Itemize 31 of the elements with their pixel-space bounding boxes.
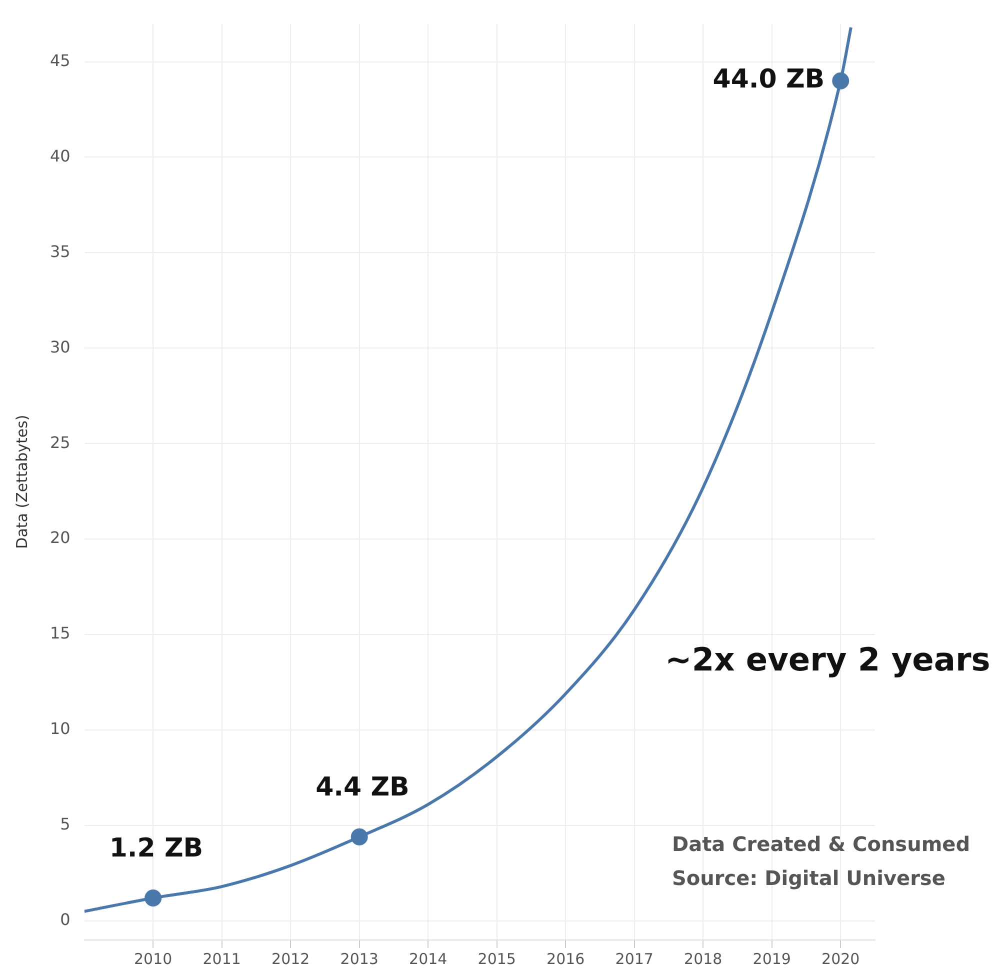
y-tick-label: 25: [50, 432, 70, 452]
x-tick-label: 2014: [409, 950, 448, 968]
x-tick-label: 2010: [134, 950, 172, 968]
x-tick-label: 2012: [272, 950, 310, 968]
y-tick-label: 5: [60, 814, 70, 834]
y-tick-label: 20: [50, 528, 70, 548]
y-tick-label: 30: [50, 337, 70, 356]
data-label: 1.2 ZB: [109, 834, 204, 864]
y-tick-label: 15: [50, 624, 70, 643]
annotation: Data Created & Consumed: [672, 832, 970, 856]
data-label: 4.4 ZB: [316, 772, 410, 803]
x-tick-label: 2019: [752, 950, 791, 968]
x-tick-label: 2013: [340, 950, 378, 968]
x-tick-label: 2020: [822, 950, 860, 968]
annotation: Source: Digital Universe: [672, 866, 946, 890]
x-tick-label: 2016: [546, 950, 585, 968]
data-label: 44.0 ZB: [712, 64, 825, 95]
x-tick-label: 2017: [615, 950, 654, 968]
y-axis-title: Data (Zettabytes): [12, 414, 31, 549]
point: [350, 828, 368, 846]
y-tick-label: 0: [60, 910, 70, 930]
y-tick-label: 35: [50, 242, 70, 261]
x-tick-label: 2011: [202, 950, 241, 968]
y-tick-label: 40: [50, 146, 70, 166]
point: [144, 890, 162, 906]
x-tick-label: 2015: [478, 950, 516, 968]
y-tick-label: 45: [50, 50, 70, 70]
y-tick-label: 10: [50, 719, 70, 738]
x-tick-label: 2018: [684, 950, 722, 968]
point: [832, 72, 850, 90]
annotation: ~2x every 2 years: [665, 640, 990, 678]
